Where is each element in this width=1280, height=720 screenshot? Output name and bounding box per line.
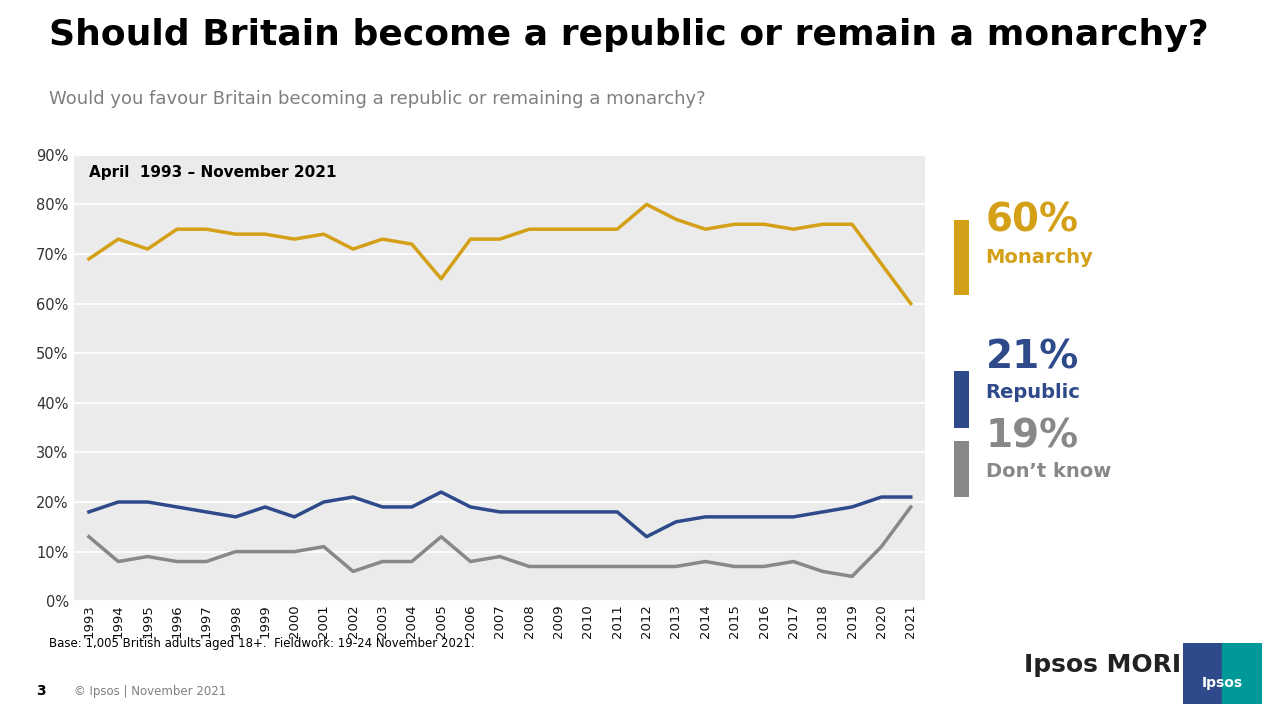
Text: © Ipsos | November 2021: © Ipsos | November 2021 xyxy=(74,685,227,698)
Text: 3: 3 xyxy=(36,685,46,698)
Text: Republic: Republic xyxy=(986,383,1080,402)
Text: April  1993 – November 2021: April 1993 – November 2021 xyxy=(88,165,337,180)
Text: Monarchy: Monarchy xyxy=(986,248,1093,267)
Bar xyxy=(1183,643,1222,704)
Text: Ipsos: Ipsos xyxy=(1202,676,1243,690)
Text: Should Britain become a republic or remain a monarchy?: Should Britain become a republic or rema… xyxy=(49,18,1208,52)
Text: 21%: 21% xyxy=(986,338,1079,377)
Text: Base: 1,005 British adults aged 18+.  Fieldwork: 19-24 November 2021.: Base: 1,005 British adults aged 18+. Fie… xyxy=(49,637,475,650)
Bar xyxy=(1222,643,1262,704)
Text: 60%: 60% xyxy=(986,202,1079,240)
Text: 19%: 19% xyxy=(986,418,1079,456)
Text: Would you favour Britain becoming a republic or remaining a monarchy?: Would you favour Britain becoming a repu… xyxy=(49,90,705,108)
Text: Don’t know: Don’t know xyxy=(986,462,1111,481)
Text: Ipsos MORI: Ipsos MORI xyxy=(1024,653,1181,677)
